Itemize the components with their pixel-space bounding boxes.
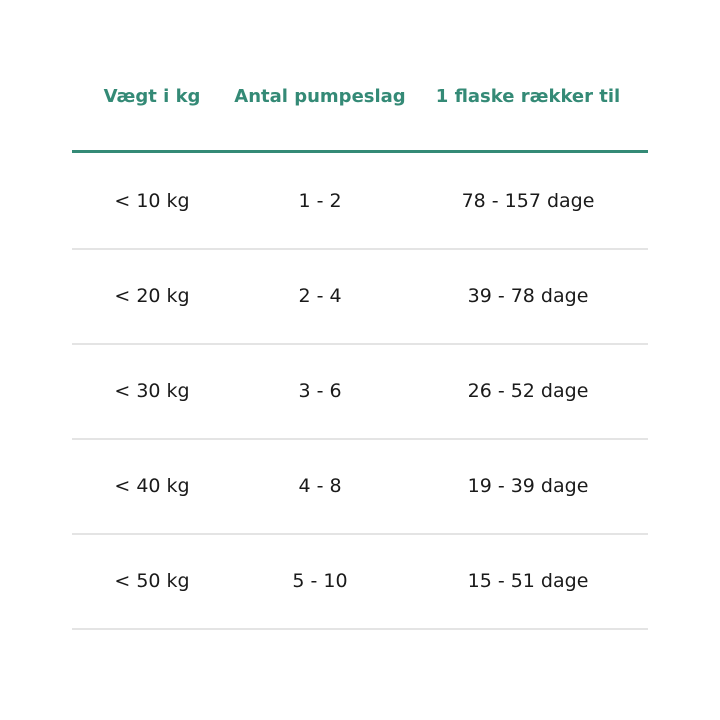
cell-weight: < 20 kg — [114, 284, 190, 307]
header-divider — [72, 150, 648, 153]
cell-pumps: 2 - 4 — [298, 284, 342, 307]
header-duration: 1 flaske rækker til — [435, 86, 621, 107]
cell-duration: 15 - 51 dage — [467, 569, 589, 592]
table-row: < 20 kg 2 - 4 39 - 78 dage — [72, 248, 648, 345]
cell-weight: < 10 kg — [114, 189, 190, 212]
cell-duration: 39 - 78 dage — [467, 284, 589, 307]
header-pumps: Antal pumpeslag — [234, 86, 406, 107]
cell-pumps: 5 - 10 — [292, 569, 348, 592]
cell-pumps: 4 - 8 — [298, 474, 342, 497]
table-row: < 30 kg 3 - 6 26 - 52 dage — [72, 343, 648, 440]
cell-weight: < 40 kg — [114, 474, 190, 497]
table-row: < 50 kg 5 - 10 15 - 51 dage — [72, 533, 648, 630]
cell-duration: 26 - 52 dage — [467, 379, 589, 402]
cell-weight: < 50 kg — [114, 569, 190, 592]
table-header: Vægt i kg Antal pumpeslag 1 flaske række… — [72, 86, 648, 116]
header-weight: Vægt i kg — [103, 86, 201, 107]
cell-pumps: 1 - 2 — [298, 189, 342, 212]
cell-duration: 78 - 157 dage — [461, 189, 595, 212]
table-row: < 40 kg 4 - 8 19 - 39 dage — [72, 438, 648, 535]
table-row: < 10 kg 1 - 2 78 - 157 dage — [72, 153, 648, 250]
cell-duration: 19 - 39 dage — [467, 474, 589, 497]
cell-weight: < 30 kg — [114, 379, 190, 402]
cell-pumps: 3 - 6 — [298, 379, 342, 402]
